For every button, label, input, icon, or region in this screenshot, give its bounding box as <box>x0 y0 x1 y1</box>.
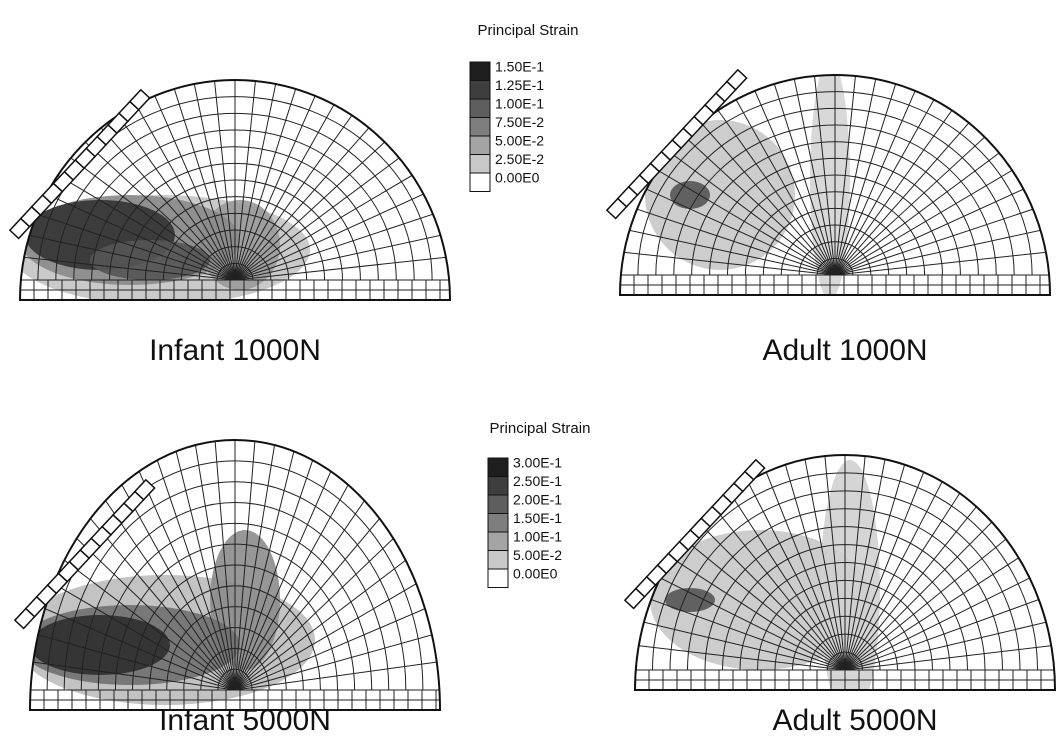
legend-swatch <box>470 118 490 137</box>
legend-swatch <box>470 62 490 81</box>
legend-swatch <box>470 173 490 192</box>
legend-level: 7.50E-2 <box>495 114 544 130</box>
panel-label: Adult 1000N <box>762 334 927 367</box>
legend-level: 5.00E-2 <box>495 133 544 149</box>
legend-level: 1.50E-1 <box>495 59 544 75</box>
legend-swatch <box>488 569 508 588</box>
legend-swatch <box>488 477 508 496</box>
legend-swatch <box>488 495 508 514</box>
legend-swatch <box>470 99 490 118</box>
legend-swatch <box>488 458 508 477</box>
legend-level: 1.00E-1 <box>495 96 544 112</box>
legend-swatch <box>488 532 508 551</box>
mesh <box>593 388 1058 720</box>
legend-swatch <box>470 136 490 155</box>
mesh <box>577 11 1058 300</box>
strain-region <box>670 181 710 209</box>
legend-swatch <box>488 514 508 533</box>
legend-swatch <box>470 155 490 174</box>
legend-level: 1.50E-1 <box>513 510 562 526</box>
legend-level: 5.00E-2 <box>513 547 562 563</box>
legend-level: 1.25E-1 <box>495 77 544 93</box>
panel-label: Infant 1000N <box>149 334 321 367</box>
legend-level: 2.50E-1 <box>513 473 562 489</box>
legend-title: Principal Strain <box>478 22 579 39</box>
legend-level: 2.50E-2 <box>495 151 544 167</box>
panel-label: Adult 5000N <box>772 704 937 737</box>
legend-level: 2.00E-1 <box>513 492 562 508</box>
legend-title: Principal Strain <box>490 420 591 437</box>
mesh <box>0 366 481 710</box>
legend-level: 0.00E0 <box>495 170 540 186</box>
legend-level: 1.00E-1 <box>513 529 562 545</box>
legend-swatch <box>470 81 490 100</box>
legend-swatch <box>488 551 508 570</box>
legend-level: 0.00E0 <box>513 566 558 582</box>
legend-level: 3.00E-1 <box>513 455 562 471</box>
figure: Infant 1000N Adult 1000N Infant 5000N Ad… <box>0 0 1058 739</box>
